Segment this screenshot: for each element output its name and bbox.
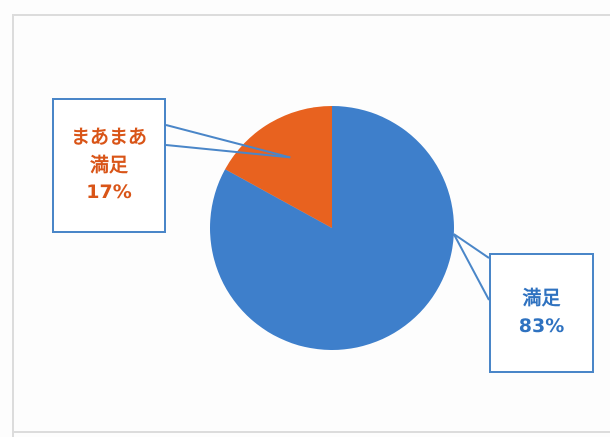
callout-mama-manzoku: まあまあ 満足 17% (52, 98, 166, 233)
leader-line-manzoku (452, 233, 490, 301)
callout-mama-percent: 17% (86, 181, 132, 204)
pie-slices (210, 106, 455, 350)
callout-mama-line2: 満足 (89, 153, 128, 176)
frame-bottom-line (12, 431, 610, 433)
leader-line-mama-lower (165, 144, 291, 159)
callout-manzoku-percent: 83% (518, 315, 565, 337)
leader-line-mama (165, 124, 291, 159)
frame-top-line (12, 14, 610, 16)
pie-slice-1 (225, 106, 332, 228)
callout-mama-line1: まあまあ (70, 126, 147, 149)
frame-left-line (12, 14, 14, 437)
callout-manzoku-line1: 満足 (522, 287, 561, 310)
leader-line-manzoku-lower (453, 233, 490, 259)
callout-manzoku: 満足 83% (489, 253, 594, 373)
